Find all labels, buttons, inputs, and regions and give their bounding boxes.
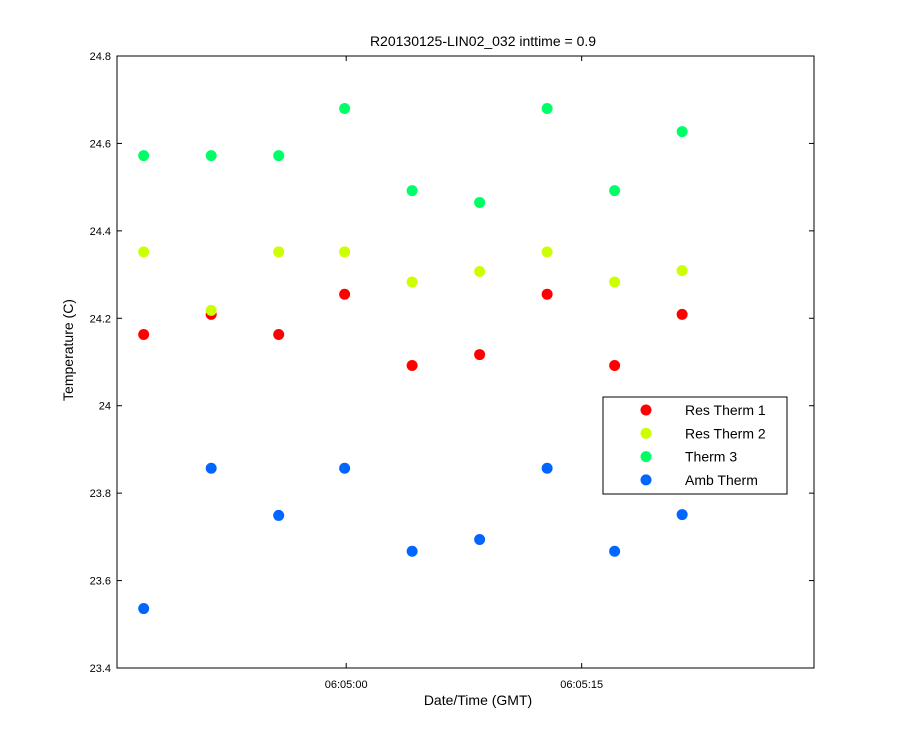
legend-marker	[640, 474, 652, 486]
x-axis: 06:05:00 06:05:15	[325, 56, 603, 691]
data-point	[474, 349, 486, 361]
y-tick-label: 24.6	[90, 138, 111, 150]
data-point	[273, 509, 285, 521]
data-point	[541, 246, 553, 258]
x-tick-label: 06:05:15	[560, 679, 603, 691]
x-axis-title: Date/Time (GMT)	[424, 692, 532, 708]
legend-label: Therm 3	[685, 449, 737, 465]
data-point	[676, 509, 688, 521]
legend-marker	[640, 427, 652, 439]
data-point	[406, 276, 418, 288]
legend-label: Res Therm 2	[685, 425, 766, 441]
data-point	[609, 276, 621, 288]
data-point	[205, 304, 217, 316]
data-point	[676, 308, 688, 320]
data-point	[474, 533, 486, 545]
y-axis-title: Temperature (C)	[60, 299, 76, 401]
data-point	[205, 150, 217, 162]
y-tick-label: 24.4	[90, 226, 111, 238]
legend-label: Amb Therm	[685, 472, 758, 488]
data-point	[609, 185, 621, 197]
data-point	[138, 150, 150, 162]
legend-marker	[640, 451, 652, 463]
data-point	[474, 196, 486, 208]
series-3	[138, 102, 688, 208]
data-point	[273, 328, 285, 340]
data-point	[339, 462, 351, 474]
data-point	[541, 288, 553, 300]
data-point	[541, 462, 553, 474]
data-point	[138, 328, 150, 340]
data-points	[138, 102, 688, 615]
plot-area	[116, 55, 815, 669]
series-4	[138, 462, 688, 615]
data-point	[339, 246, 351, 258]
y-tick-label: 24.8	[90, 51, 111, 63]
data-point	[609, 545, 621, 557]
y-tick-label: 24	[99, 401, 111, 413]
y-tick-label: 23.4	[90, 663, 111, 675]
data-point	[541, 102, 553, 114]
data-point	[138, 246, 150, 258]
data-point	[406, 185, 418, 197]
y-tick-label: 23.8	[90, 488, 111, 500]
data-point	[609, 359, 621, 371]
legend-box	[602, 396, 788, 495]
y-tick-label: 24.2	[90, 313, 111, 325]
data-point	[138, 603, 150, 615]
data-point	[339, 288, 351, 300]
data-point	[339, 102, 351, 114]
data-point	[273, 150, 285, 162]
legend: Res Therm 1 Res Therm 2 Therm 3 Amb Therm	[602, 396, 788, 495]
data-point	[406, 359, 418, 371]
data-point	[676, 265, 688, 277]
data-point	[676, 126, 688, 138]
legend-label: Res Therm 1	[685, 402, 766, 418]
series-2	[138, 246, 688, 316]
chart-title: R20130125-LIN02_032 inttime = 0.9	[370, 33, 596, 49]
x-tick-label: 06:05:00	[325, 679, 368, 691]
data-point	[474, 266, 486, 278]
data-point	[406, 545, 418, 557]
legend-marker	[640, 404, 652, 416]
data-point	[205, 462, 217, 474]
data-point	[273, 246, 285, 258]
y-axis: 23.4 23.6 23.8 24 24.2 24.4 24.6 24.8	[90, 51, 814, 675]
y-tick-label: 23.6	[90, 576, 111, 588]
